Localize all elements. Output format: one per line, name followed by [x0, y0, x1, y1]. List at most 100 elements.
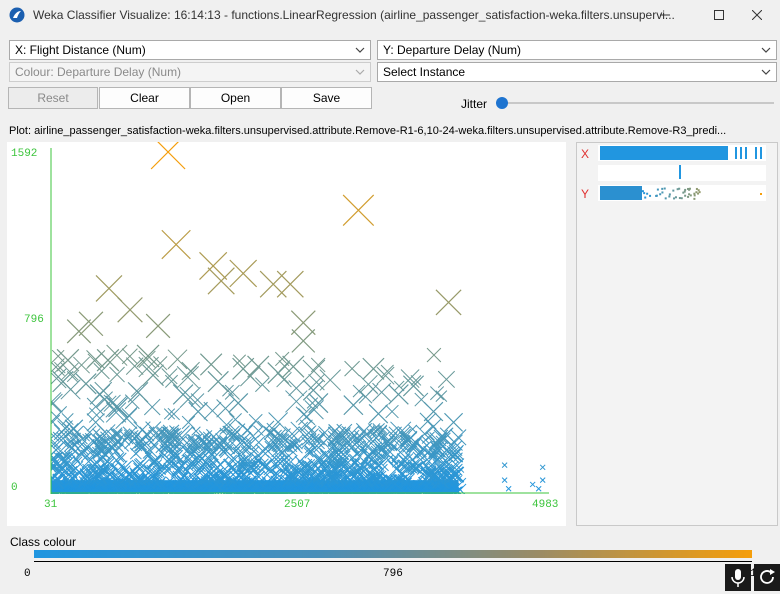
- dense-point: [219, 470, 232, 483]
- dense-point: [236, 468, 251, 483]
- dense-point: [310, 431, 325, 446]
- dense-point: [103, 394, 121, 412]
- scatter-point: [308, 392, 329, 414]
- dense-point: [133, 481, 150, 494]
- dense-point: [444, 469, 460, 485]
- attribute-bars-panel[interactable]: X Y: [576, 142, 778, 526]
- y-strip-dot: [693, 192, 696, 195]
- dense-point: [70, 479, 89, 494]
- dense-point: [396, 459, 406, 470]
- dense-point: [229, 484, 247, 494]
- y-strip-dot: [695, 191, 698, 194]
- jitter-label: Jitter: [461, 97, 488, 111]
- dense-point: [378, 435, 395, 452]
- jitter-slider-thumb[interactable]: [496, 97, 508, 109]
- clear-button[interactable]: Clear: [99, 87, 190, 109]
- dense-point: [113, 438, 122, 447]
- dense-point: [53, 424, 70, 441]
- dense-point: [83, 483, 101, 494]
- dense-point: [348, 486, 358, 494]
- scatter-point: [435, 289, 462, 316]
- jitter-slider-track[interactable]: [497, 102, 774, 104]
- dense-point: [216, 399, 235, 418]
- dense-point: [380, 364, 394, 378]
- microphone-button[interactable]: [725, 564, 751, 591]
- minimize-icon: [660, 14, 670, 16]
- dense-point: [282, 486, 294, 494]
- scatter-point: [267, 362, 290, 384]
- dense-point: [327, 468, 344, 485]
- close-button[interactable]: [734, 0, 780, 30]
- dense-point: [390, 456, 399, 465]
- y-strip-dot: [695, 187, 698, 190]
- dense-point: [86, 434, 102, 450]
- dense-point: [309, 433, 325, 450]
- open-button[interactable]: Open: [190, 87, 281, 109]
- dense-point: [258, 458, 275, 475]
- scatter-plot-svg: [50, 142, 549, 494]
- y-strip-dot: [644, 196, 647, 199]
- refresh-button[interactable]: [754, 564, 780, 591]
- scatter-point-sparse: [501, 462, 508, 469]
- scatter-point: [150, 142, 186, 170]
- dense-point: [374, 443, 389, 458]
- y-strip-dot: [693, 194, 696, 197]
- dense-point: [179, 479, 194, 493]
- scatter-point: [96, 348, 120, 372]
- dense-point: [215, 432, 233, 451]
- title-bar: Weka Classifier Visualize: 16:14:13 - fu…: [0, 0, 780, 31]
- dense-point: [112, 428, 131, 446]
- dense-point: [410, 375, 422, 386]
- dense-point: [286, 439, 295, 449]
- scatter-point: [56, 348, 80, 372]
- y-strip-dot: [698, 191, 701, 194]
- maximize-button[interactable]: [696, 0, 742, 30]
- scatter-plot[interactable]: 1592 796 0 31 2507 4983: [7, 142, 566, 526]
- weka-bird-icon: [9, 7, 25, 23]
- y-axis-select[interactable]: Y: Departure Delay (Num): [377, 40, 777, 60]
- dense-point: [312, 463, 331, 482]
- dense-point: [432, 471, 449, 489]
- dense-point: [125, 357, 144, 375]
- y-strip-fill: [600, 186, 642, 200]
- dense-point: [320, 450, 335, 466]
- scatter-point: [108, 397, 128, 418]
- scatter-point-sparse: [505, 485, 512, 492]
- dense-point: [304, 445, 318, 459]
- scatter-point: [388, 384, 409, 405]
- dense-point: [386, 474, 405, 493]
- dense-point: [269, 459, 284, 474]
- dense-point: [255, 458, 269, 472]
- scatter-point: [207, 267, 235, 295]
- class-colour-title: Class colour: [10, 535, 77, 549]
- minimize-button[interactable]: [642, 0, 688, 30]
- dense-point: [331, 446, 347, 463]
- dense-point: [306, 425, 317, 435]
- dense-point: [355, 422, 373, 439]
- dense-point: [228, 465, 239, 476]
- scatter-point: [259, 270, 287, 298]
- colour-strip[interactable]: [598, 165, 766, 181]
- dense-point: [51, 358, 65, 376]
- dense-point: [387, 483, 402, 494]
- save-button[interactable]: Save: [281, 87, 372, 109]
- x-strip-tick: [735, 147, 737, 159]
- scatter-point-sparse: [539, 464, 546, 471]
- y-strip-dot: [643, 192, 646, 195]
- y-strip-dot: [664, 197, 667, 200]
- scatter-point: [228, 392, 249, 414]
- y-strip-dot: [687, 187, 690, 190]
- y-strip-dot: [683, 190, 686, 193]
- dense-point: [452, 486, 462, 494]
- select-instance-select[interactable]: Select Instance: [377, 62, 777, 82]
- scatter-points: [52, 142, 546, 492]
- maximize-icon: [714, 10, 724, 20]
- side-x-label: X: [581, 147, 590, 161]
- y-axis-max-label: 1592: [11, 148, 38, 160]
- x-axis-select[interactable]: X: Flight Distance (Num): [9, 40, 371, 60]
- x-strip-fill: [600, 146, 728, 160]
- dense-point: [450, 429, 467, 446]
- dense-point: [162, 428, 182, 447]
- dense-point: [235, 479, 253, 494]
- dense-point: [261, 469, 280, 488]
